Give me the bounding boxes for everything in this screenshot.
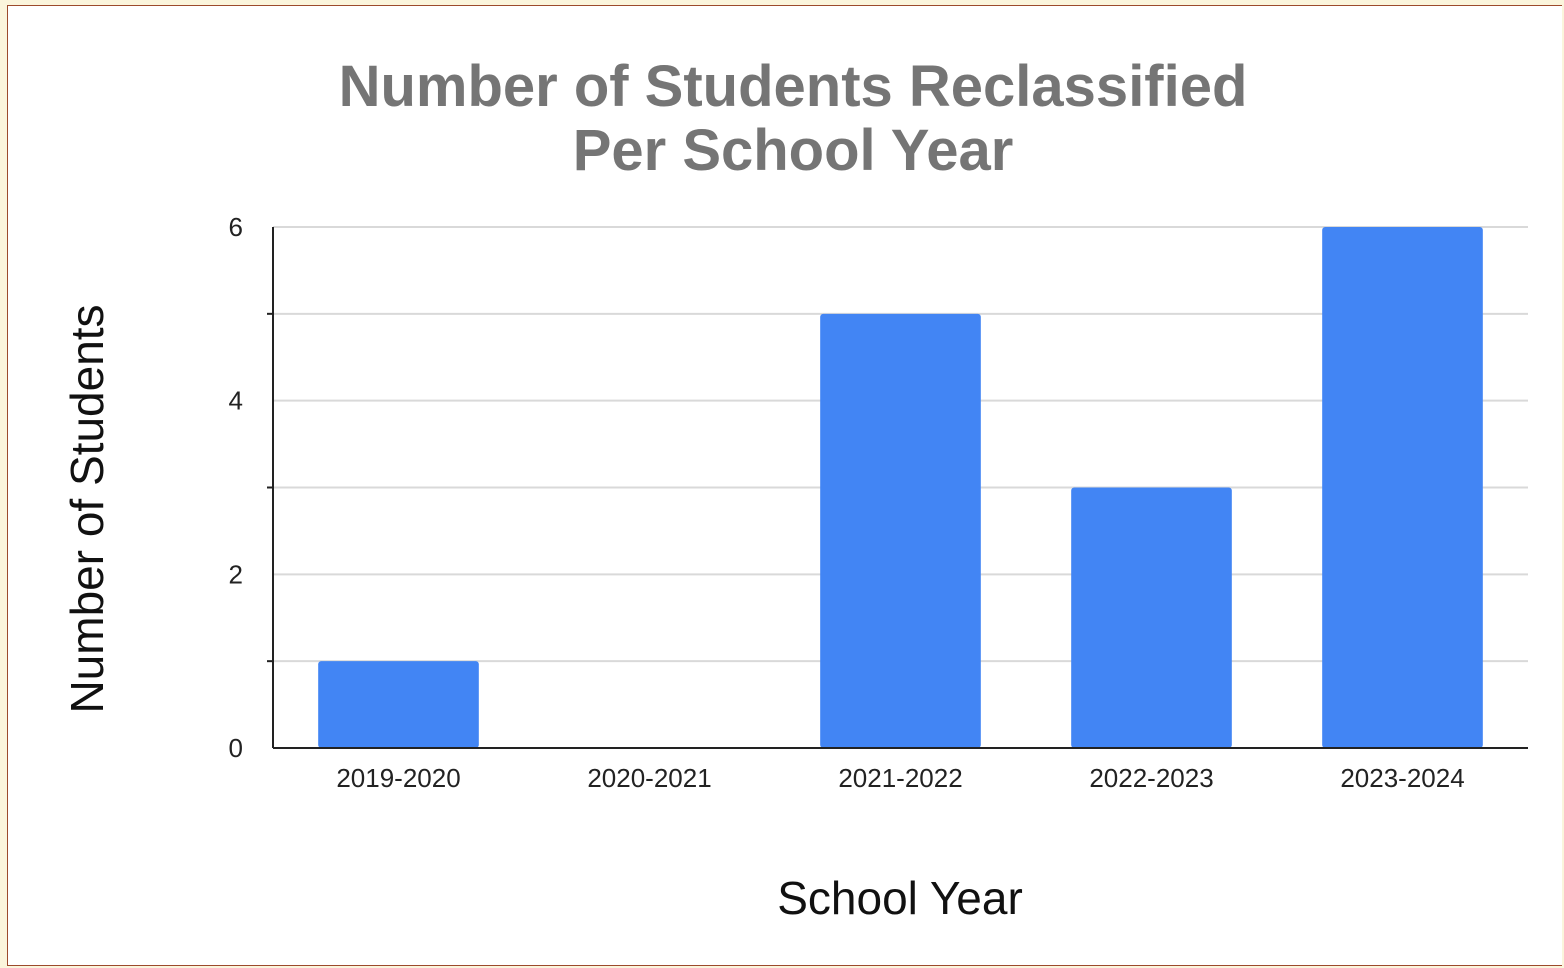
x-tick-label: 2019-2020 [336,763,460,793]
bars [318,227,1483,748]
y-tick-label: 2 [229,559,243,589]
bar-2022-2023 [1071,487,1232,748]
x-tick-labels: 2019-2020 2020-2021 2021-2022 2022-2023 2023… [336,763,1464,793]
bar-2019-2020 [318,661,479,748]
y-tick-label: 0 [229,733,243,763]
chart-title-line-2: Per School Year [573,118,1014,183]
x-tick-label: 2021-2022 [838,763,962,793]
bar-2021-2022 [820,313,981,748]
chart-title-line-1: Number of Students Reclassified [339,54,1248,119]
y-tick-label: 6 [229,212,243,242]
x-tick-label: 2020-2021 [587,763,711,793]
x-tick-label: 2022-2023 [1089,763,1213,793]
y-tick-label: 4 [229,386,243,416]
x-tick-label: 2023-2024 [1340,763,1464,793]
y-tick-labels: 0 2 4 6 [229,212,243,763]
x-axis-title: School Year [777,872,1023,924]
y-axis-title: Number of Students [61,304,113,713]
axes [267,227,1528,749]
bar-2023-2024 [1322,227,1483,748]
chart: Number of Students Reclassified Per Scho… [61,54,1528,924]
chart-frame: Number of Students Reclassified Per Scho… [7,5,1562,966]
